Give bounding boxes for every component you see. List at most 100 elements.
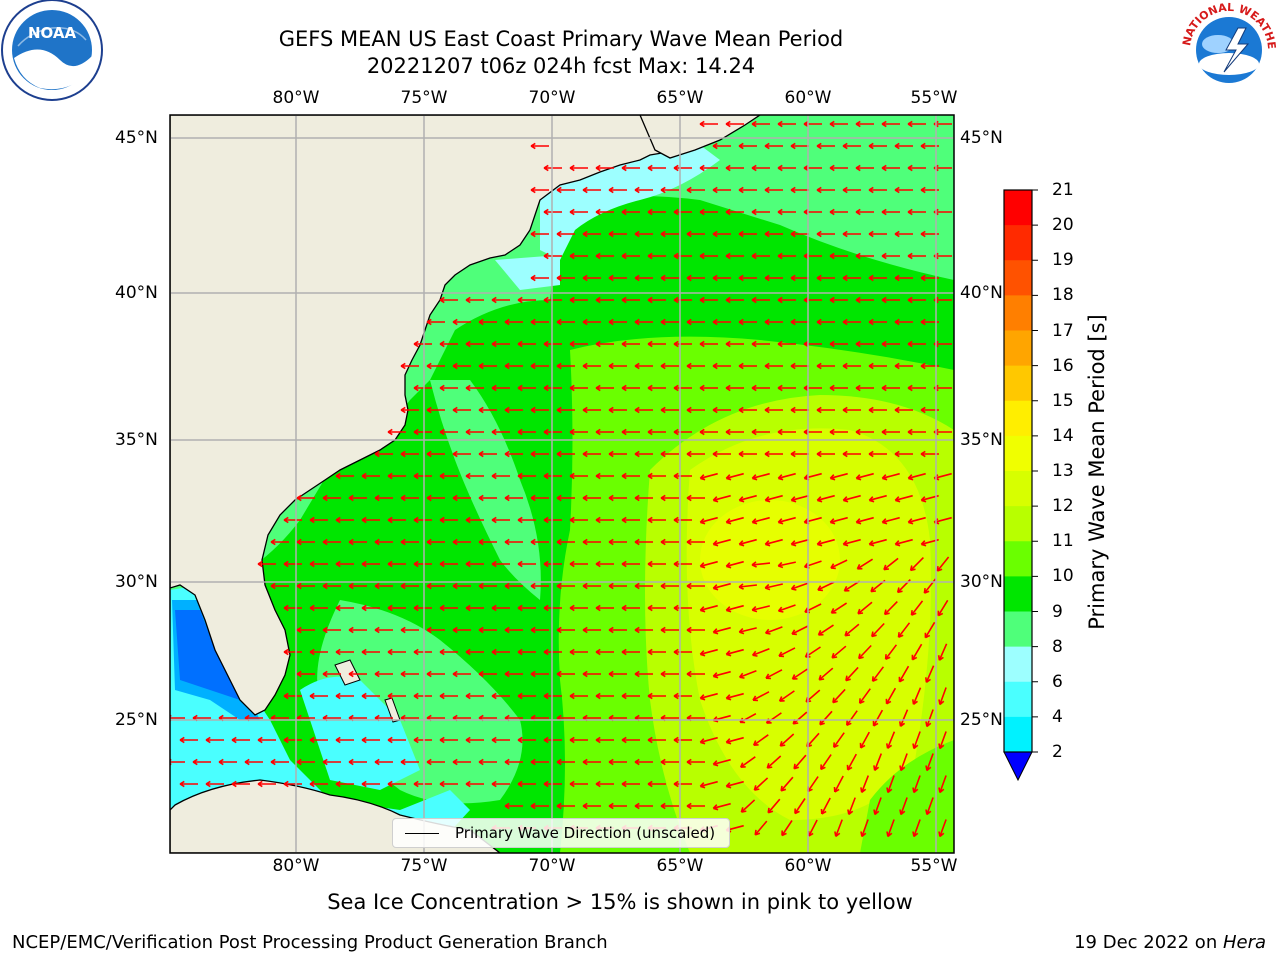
wave-direction-arrow-icon: [465, 692, 484, 700]
wave-direction-arrow-icon: [907, 296, 926, 304]
wave-direction-arrow-icon: [413, 604, 432, 612]
wave-direction-arrow-icon: [374, 538, 393, 546]
wave-direction-arrow-icon: [400, 626, 419, 634]
wave-direction-arrow-icon: [296, 538, 315, 546]
wave-direction-arrow-icon: [886, 731, 896, 749]
wave-direction-arrow-icon: [833, 732, 845, 749]
wave-direction-arrow-icon: [335, 516, 354, 524]
wave-direction-arrow-icon: [907, 252, 926, 260]
wave-direction-arrow-icon: [777, 561, 796, 569]
wave-direction-arrow-icon: [595, 296, 614, 304]
wave-direction-arrow-icon: [938, 775, 947, 794]
wave-direction-arrow-icon: [608, 670, 627, 678]
wave-direction-arrow-icon: [712, 318, 731, 326]
lon-label-top-70w: 70°W: [528, 88, 576, 108]
wave-direction-arrow-icon: [595, 428, 614, 436]
map-subtitle: 20221207 t06z 024h fcst Max: 14.24: [366, 54, 756, 78]
wave-direction-arrow-icon: [530, 670, 549, 678]
wave-direction-arrow-icon: [660, 450, 679, 458]
wave-direction-arrow-icon: [595, 164, 614, 172]
wave-direction-arrow-icon: [634, 626, 653, 634]
wave-direction-arrow-icon: [699, 648, 718, 657]
wave-direction-arrow-icon: [686, 802, 705, 810]
wave-direction-arrow-icon: [452, 582, 471, 590]
wave-direction-arrow-icon: [752, 734, 769, 746]
wave-direction-arrow-icon: [179, 780, 198, 788]
wave-direction-arrow-icon: [556, 362, 575, 370]
colorbar-extend-arrow: [1003, 751, 1033, 782]
wave-direction-arrow-icon: [816, 186, 835, 194]
wave-direction-arrow-icon: [777, 164, 796, 172]
wave-direction-arrow-icon: [673, 296, 692, 304]
wave-direction-arrow-icon: [686, 406, 705, 414]
wave-direction-arrow-icon: [400, 758, 419, 766]
wave-direction-arrow-icon: [816, 494, 835, 503]
wave-direction-arrow-icon: [322, 582, 341, 590]
wave-direction-arrow-icon: [530, 318, 549, 326]
wave-direction-arrow-icon: [439, 604, 458, 612]
map-legend: Primary Wave Direction (unscaled): [392, 818, 730, 848]
wave-direction-arrow-icon: [829, 296, 848, 304]
wave-direction-arrow-icon: [777, 472, 796, 481]
wave-direction-arrow-icon: [569, 516, 588, 524]
wave-direction-arrow-icon: [699, 472, 718, 481]
wave-direction-arrow-icon: [883, 601, 898, 616]
colorbar-segment: [1004, 681, 1032, 718]
credit-text: NCEP/EMC/Verification Post Processing Pr…: [12, 932, 608, 953]
wave-direction-arrow-icon: [439, 384, 458, 392]
wave-direction-arrow-icon: [647, 296, 666, 304]
nws-logo: NATIONAL WEATHER SERVICE: [1178, 0, 1278, 97]
wave-direction-arrow-icon: [712, 802, 731, 811]
wave-direction-arrow-icon: [608, 494, 627, 502]
wave-direction-arrow-icon: [491, 560, 510, 568]
lat-label-left-45n: 45°N: [115, 128, 158, 148]
wave-direction-arrow-icon: [938, 731, 947, 750]
wave-direction-arrow-icon: [764, 583, 783, 591]
wave-direction-arrow-icon: [816, 406, 835, 414]
wave-direction-arrow-icon: [582, 494, 601, 502]
lon-label-top-55w: 55°W: [910, 88, 958, 108]
wave-direction-arrow-icon: [543, 648, 562, 656]
wave-direction-arrow-icon: [699, 692, 718, 701]
wave-direction-arrow-icon: [621, 692, 640, 700]
wave-direction-arrow-icon: [764, 142, 783, 150]
wave-direction-arrow-icon: [938, 687, 947, 706]
wave-direction-arrow-icon: [712, 450, 731, 458]
wave-direction-arrow-icon: [881, 428, 900, 436]
wave-direction-arrow-icon: [777, 252, 796, 260]
date-text: 19 Dec 2022 on: [1074, 932, 1223, 953]
wave-direction-arrow-icon: [647, 516, 666, 524]
wave-direction-arrow-icon: [686, 450, 705, 458]
wave-direction-arrow-icon: [647, 692, 666, 700]
ocean-period-7-8-nj: [495, 255, 560, 290]
wave-direction-arrow-icon: [348, 538, 367, 546]
wave-direction-arrow-icon: [754, 820, 768, 836]
wave-direction-arrow-icon: [283, 692, 302, 700]
wave-direction-arrow-icon: [790, 274, 809, 282]
wave-direction-arrow-icon: [595, 692, 614, 700]
wave-direction-arrow-icon: [739, 756, 756, 768]
wave-direction-arrow-icon: [868, 318, 887, 326]
wave-direction-arrow-icon: [830, 559, 848, 570]
wave-direction-arrow-icon: [673, 648, 692, 656]
wave-direction-arrow-icon: [911, 643, 923, 661]
wave-direction-arrow-icon: [699, 296, 718, 304]
gulf-period-2-4: [175, 610, 240, 700]
wave-direction-arrow-icon: [582, 626, 601, 634]
colorbar-segment: [1004, 716, 1032, 753]
wave-direction-arrow-icon: [647, 164, 666, 172]
wave-direction-arrow-icon: [856, 558, 874, 570]
wave-direction-arrow-icon: [556, 494, 575, 502]
wave-direction-arrow-icon: [894, 186, 913, 194]
wave-direction-arrow-icon: [335, 560, 354, 568]
wave-direction-arrow-icon: [820, 797, 831, 815]
colorbar-tick-label: 2: [1052, 742, 1063, 762]
wave-direction-arrow-icon: [478, 626, 497, 634]
wave-direction-arrow-icon: [569, 296, 588, 304]
wave-direction-arrow-icon: [816, 230, 835, 238]
wave-direction-arrow-icon: [491, 736, 510, 744]
colorbar-tick-label: 6: [1052, 671, 1063, 692]
wave-direction-arrow-icon: [790, 582, 809, 591]
wave-direction-arrow-icon: [608, 274, 627, 282]
wave-direction-arrow-icon: [465, 648, 484, 656]
